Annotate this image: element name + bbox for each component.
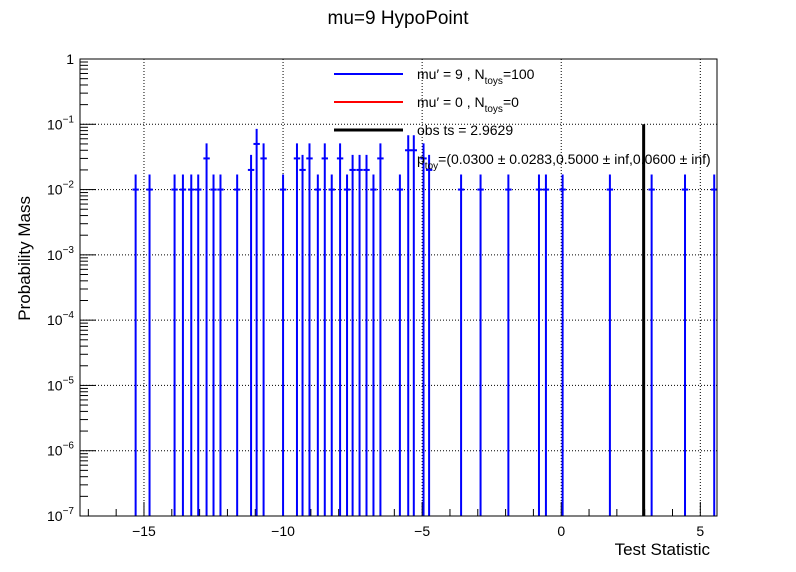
x-tick-label: −5: [414, 523, 430, 539]
x-tick-label: 0: [557, 523, 565, 539]
legend-entry-text: obs ts = 2.9629: [417, 122, 513, 138]
legend: mu′ = 9 , Ntoys=100 mu′ = 0 , Ntoys=0 obs …: [334, 66, 711, 172]
x-tick-label: −15: [132, 523, 156, 539]
data-points: [132, 128, 718, 516]
y-tick-label: 10−1: [47, 114, 74, 132]
x-tick-label: 5: [696, 523, 704, 539]
x-tick-label: −10: [271, 523, 295, 539]
y-tick-label: 10−7: [47, 506, 74, 524]
x-axis-title: Test Statistic: [615, 540, 711, 559]
y-axis-title: Probability Mass: [15, 196, 34, 321]
y-tick-label: 10−5: [47, 375, 74, 393]
plot-frame: [79, 58, 718, 517]
y-tick-label: 1: [66, 51, 74, 67]
chart-title: mu=9 HypoPoint: [328, 8, 470, 29]
y-tick-labels: 10−7 10−6 10−5 10−4 10−3 10−2 10−1 1: [47, 51, 74, 524]
y-tick-label: 10−6: [47, 441, 74, 459]
legend-entry-text: mu′ = 0 , Ntoys=0: [417, 94, 519, 115]
legend-entry-text: mu′ = 9 , Ntoys=100: [417, 66, 535, 87]
y-tick-label: 10−3: [47, 245, 74, 263]
x-tick-labels: −15 −10 −5 0 5: [132, 523, 704, 539]
legend-entry-text: ptoy=(0.0300 ± 0.0283,0.5000 ± inf,0.060…: [417, 151, 711, 172]
y-tick-label: 10−4: [47, 310, 74, 328]
y-tick-label: 10−2: [47, 180, 74, 198]
